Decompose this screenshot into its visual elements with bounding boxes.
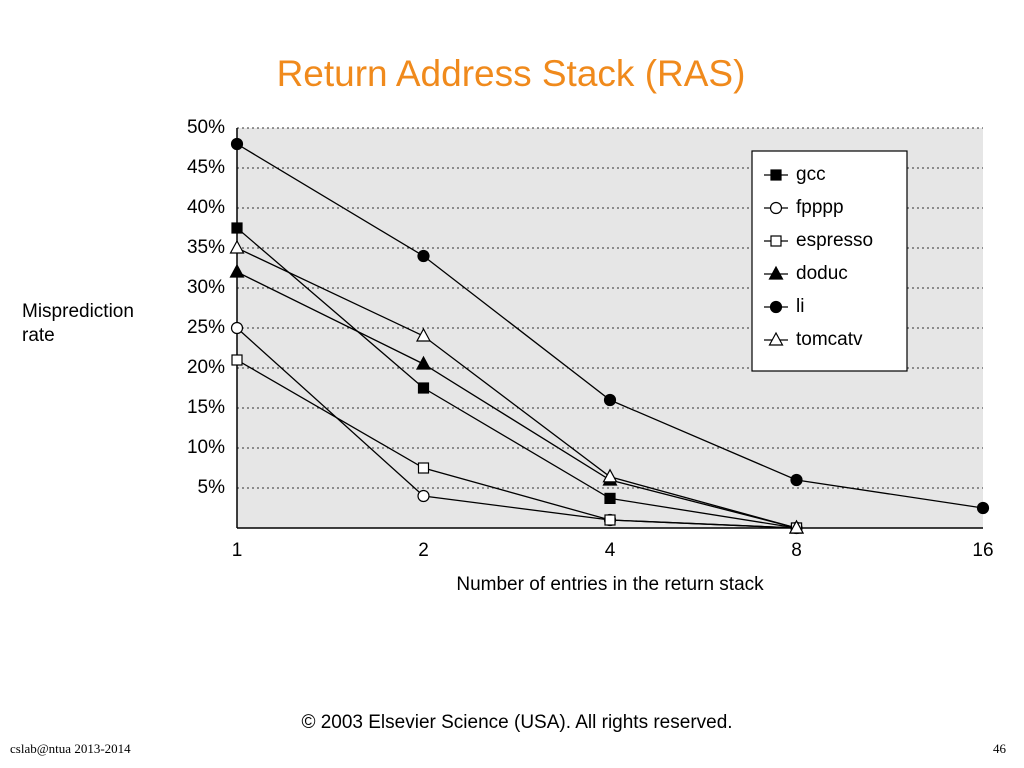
data-point: [229, 263, 245, 278]
data-point: [603, 393, 617, 407]
data-point: [417, 249, 430, 263]
data-point: [231, 354, 243, 366]
data-point: [231, 222, 243, 234]
x-tick-label: 1: [232, 540, 243, 561]
data-point: [417, 489, 430, 503]
y-tick-label: 15%: [187, 397, 225, 418]
legend-label: doduc: [796, 263, 848, 284]
y-axis-label: Misprediction rate: [22, 301, 134, 346]
x-tick-label: 16: [972, 540, 993, 561]
legend-marker: [769, 201, 783, 215]
y-tick-label: 30%: [187, 277, 225, 298]
x-tick-label: 2: [418, 540, 429, 561]
x-axis-label: Number of entries in the return stack: [456, 574, 764, 595]
series-line: [236, 227, 797, 529]
legend-label: gcc: [796, 164, 826, 185]
page-number: 46: [993, 741, 1006, 756]
y-tick-label: 10%: [187, 437, 225, 458]
data-point: [417, 462, 430, 474]
y-tick-label: 40%: [187, 197, 225, 218]
copyright: © 2003 Elsevier Science (USA). All right…: [301, 712, 732, 733]
data-point: [230, 321, 244, 335]
data-point: [602, 468, 618, 483]
legend-label: fpppp: [796, 197, 844, 218]
data-point: [415, 355, 432, 370]
legend-marker: [770, 169, 782, 181]
legend-marker: [769, 300, 783, 314]
series-line: [236, 247, 797, 529]
legend-marker: [768, 265, 784, 280]
data-point: [417, 382, 430, 394]
legend-label: tomcatv: [796, 329, 863, 350]
y-tick-label: 35%: [187, 237, 225, 258]
y-tick-label: 5%: [198, 477, 226, 498]
y-tick-label: 45%: [187, 157, 225, 178]
x-tick-label: 4: [605, 540, 616, 561]
data-point: [230, 137, 244, 151]
data-point: [415, 327, 432, 342]
data-point: [229, 239, 245, 254]
y-tick-label: 20%: [187, 357, 225, 378]
chart-title: Return Address Stack (RAS): [277, 53, 746, 94]
data-point: [790, 473, 803, 487]
series-line: [236, 271, 797, 529]
data-point: [604, 514, 616, 526]
legend-marker: [770, 235, 782, 247]
legend-label: espresso: [796, 230, 873, 251]
data-point: [604, 492, 616, 504]
y-tick-label: 25%: [187, 317, 225, 338]
legend-label: li: [796, 296, 804, 317]
data-point: [976, 501, 990, 515]
legend-marker: [768, 331, 784, 346]
x-tick-label: 8: [791, 540, 802, 561]
legend-box: [751, 150, 908, 372]
series-line: [236, 359, 797, 529]
footer: cslab@ntua 2013-2014: [10, 741, 131, 756]
data-point: [788, 519, 805, 534]
y-tick-label: 50%: [187, 117, 225, 138]
